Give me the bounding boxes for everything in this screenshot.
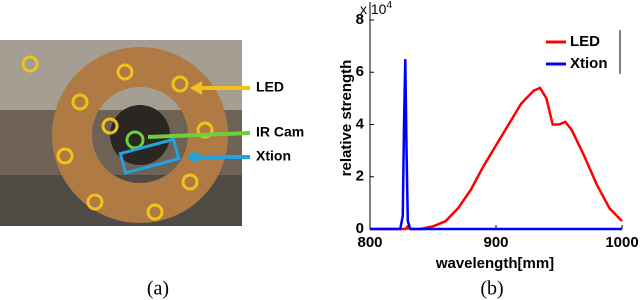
- y-tick-label: 0: [356, 220, 364, 237]
- caption: (a): [147, 278, 169, 300]
- x-tick-label: 800: [357, 234, 382, 251]
- multiplier-base: x 10: [360, 1, 387, 17]
- photo-label: IR Cam: [256, 124, 304, 140]
- y-tick-label: 6: [356, 63, 364, 80]
- x-tick-label: 900: [483, 234, 508, 251]
- photo-label: Xtion: [256, 148, 291, 164]
- legend-label: LED: [570, 33, 600, 50]
- legend-label: Xtion: [570, 55, 608, 72]
- y-tick-label: 2: [356, 168, 364, 185]
- caption: (b): [480, 278, 503, 300]
- y-tick-label: 4: [356, 115, 365, 132]
- photo: LED IR Cam Xtion: [0, 40, 304, 226]
- series-line: [370, 86, 623, 231]
- multiplier-exponent: 4: [386, 0, 392, 11]
- y-tick-label: 8: [356, 11, 364, 28]
- y-multiplier: x 104: [360, 0, 392, 17]
- x-tick-label: 1000: [605, 234, 638, 251]
- series-line: [370, 59, 622, 231]
- y-axis-label: relative strength: [338, 60, 355, 177]
- x-axis-label: wavelength[mm]: [435, 255, 554, 272]
- photo-label: LED: [256, 79, 284, 95]
